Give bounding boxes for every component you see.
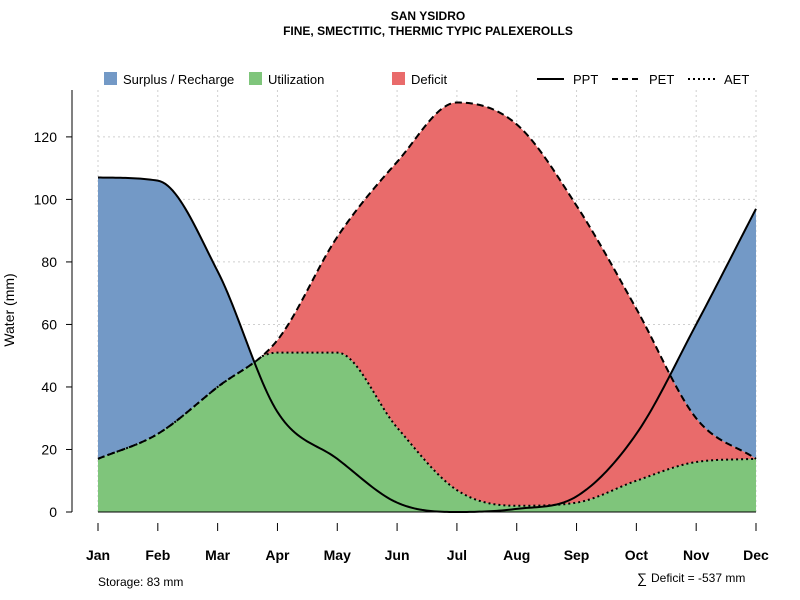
surplus-area bbox=[98, 102, 756, 459]
x-tick-label: Nov bbox=[683, 547, 710, 563]
storage-note: Storage: 83 mm bbox=[98, 575, 183, 589]
x-tick-label: Jul bbox=[447, 547, 467, 563]
pet-line bbox=[97, 101, 757, 460]
y-tick-label: 80 bbox=[41, 254, 57, 270]
x-tick-label: Jun bbox=[385, 547, 410, 563]
chart-title: SAN YSIDRO bbox=[391, 9, 465, 23]
legend-label-aet: AET bbox=[724, 72, 749, 87]
x-tick-label: Oct bbox=[625, 547, 649, 563]
legend-label-surplus: Surplus / Recharge bbox=[123, 72, 234, 87]
legend-label-utilization: Utilization bbox=[268, 72, 324, 87]
x-tick-label: Aug bbox=[503, 547, 530, 563]
legend-label-ppt: PPT bbox=[573, 72, 598, 87]
sum-symbol: ∑ bbox=[637, 570, 647, 586]
y-tick-label: 100 bbox=[34, 191, 58, 207]
y-tick-label: 0 bbox=[49, 504, 57, 520]
x-tick-label: Dec bbox=[743, 547, 769, 563]
y-tick-label: 20 bbox=[41, 441, 57, 457]
series-lines bbox=[97, 101, 757, 513]
ppt-line bbox=[97, 176, 757, 513]
x-tick-label: Jan bbox=[86, 547, 110, 563]
x-axis-ticks: Jan Feb Mar Apr May Jun Jul Aug Sep Oct Nov Dec bbox=[86, 523, 769, 563]
deficit-area bbox=[98, 102, 756, 506]
y-tick-label: 60 bbox=[41, 316, 57, 332]
legend-label-pet: PET bbox=[649, 72, 674, 87]
legend: Surplus / Recharge Utilization Deficit P… bbox=[104, 72, 749, 87]
y-tick-label: 120 bbox=[34, 129, 58, 145]
legend-swatch-deficit bbox=[392, 72, 405, 85]
area-fills bbox=[98, 102, 756, 512]
x-tick-label: Mar bbox=[205, 547, 230, 563]
y-axis-label: Water (mm) bbox=[1, 273, 17, 346]
legend-swatch-utilization bbox=[249, 72, 262, 85]
x-tick-label: Sep bbox=[564, 547, 590, 563]
x-tick-label: Feb bbox=[145, 547, 170, 563]
x-tick-label: Apr bbox=[265, 547, 290, 563]
x-tick-label: May bbox=[324, 547, 351, 563]
chart-subtitle: FINE, SMECTITIC, THERMIC TYPIC PALEXEROL… bbox=[283, 24, 573, 38]
legend-label-deficit: Deficit bbox=[411, 72, 448, 87]
utilization-area bbox=[98, 352, 756, 512]
y-tick-label: 40 bbox=[41, 379, 57, 395]
deficit-note: Deficit = -537 mm bbox=[651, 571, 745, 585]
y-axis-ticks: 0 20 40 60 80 100 120 bbox=[34, 129, 72, 520]
legend-swatch-surplus bbox=[104, 72, 117, 85]
